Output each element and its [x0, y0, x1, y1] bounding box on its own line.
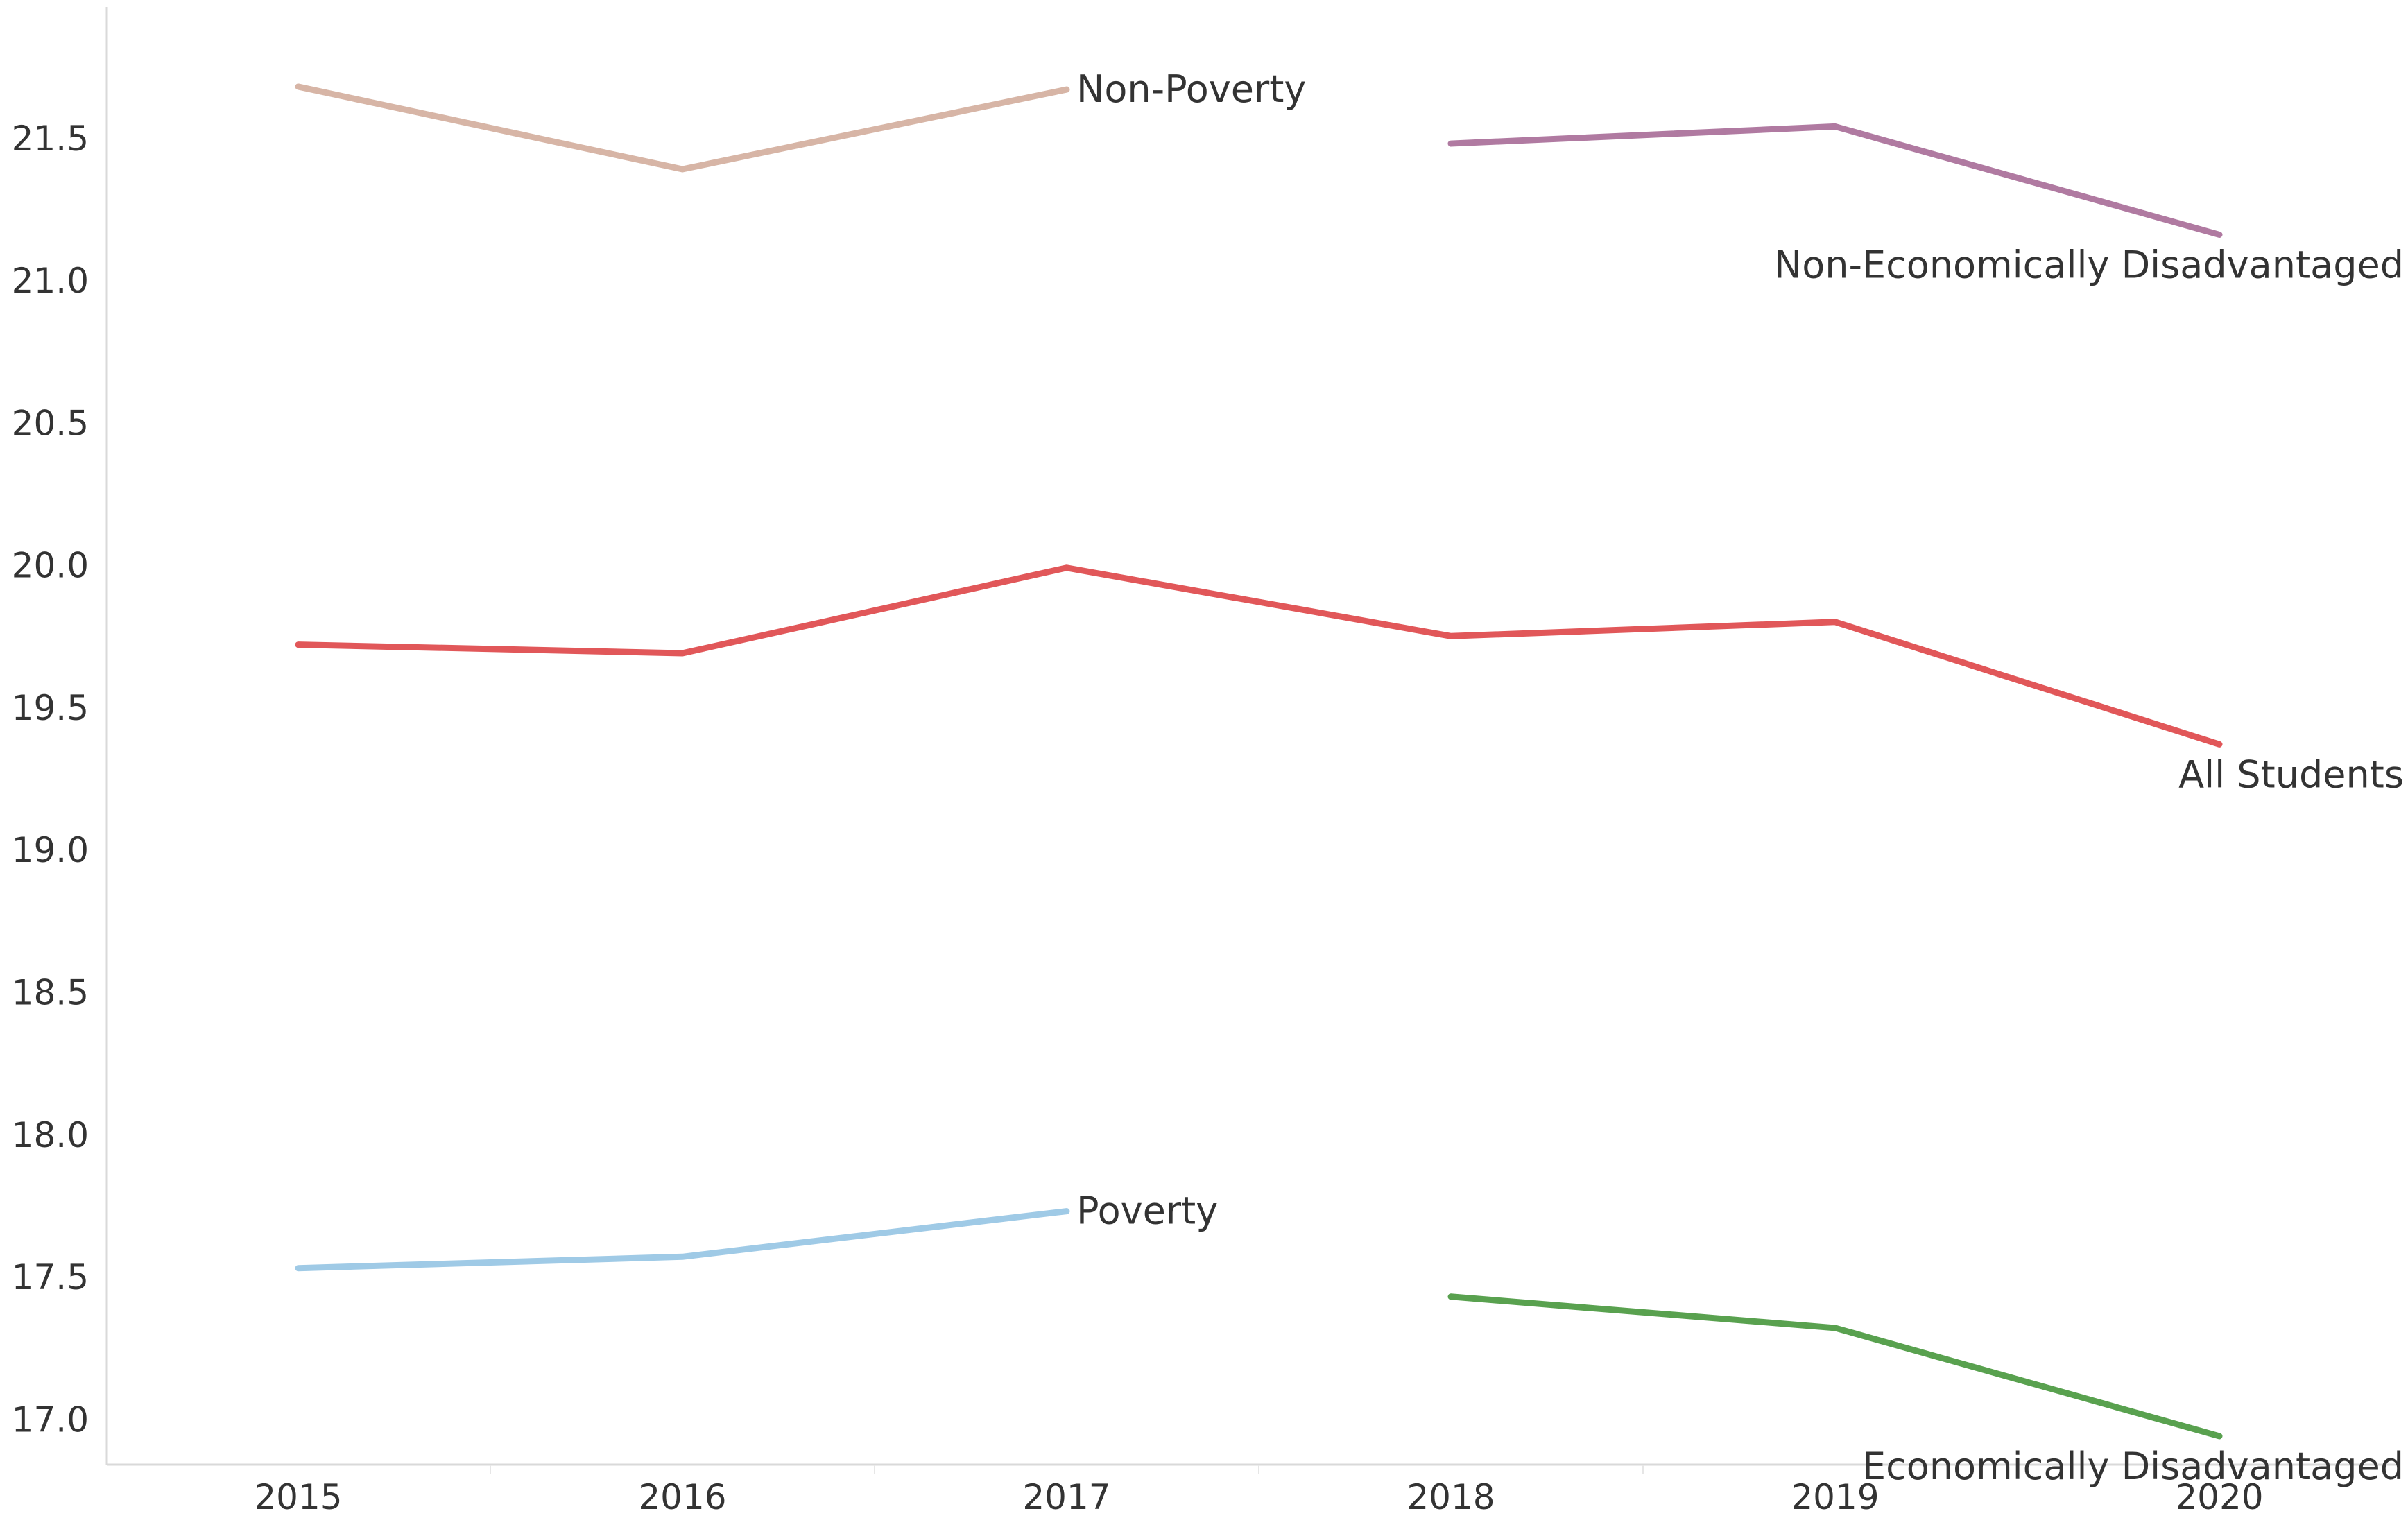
- series-label-non-economically-disadvantaged: Non-Economically Disadvantaged: [1774, 243, 2404, 286]
- series-labels: Non-Poverty Non-Economically Disadvantage…: [1076, 67, 2404, 1488]
- axes: [105, 7, 2400, 1466]
- series-lines: [295, 83, 2223, 1440]
- y-tick-label: 20.0: [12, 546, 89, 586]
- y-tick-label: 17.0: [12, 1399, 89, 1440]
- x-tick-label: 2020: [2175, 1477, 2263, 1517]
- x-tick-labels: 2015 2016 2017 2018 2019 2020: [254, 1465, 2264, 1517]
- y-tick-label: 19.5: [12, 688, 89, 728]
- series-line-non-economically-disadvantaged: [1447, 123, 2223, 238]
- series-label-poverty: Poverty: [1076, 1189, 1218, 1233]
- x-tick-label: 2016: [638, 1477, 726, 1517]
- y-tick-label: 21.5: [12, 119, 89, 159]
- series-label-economically-disadvantaged: Economically Disadvantaged: [1862, 1444, 2404, 1488]
- x-tick-label: 2019: [1791, 1477, 1879, 1517]
- y-tick-label: 19.0: [12, 830, 89, 870]
- x-tick-label: 2015: [254, 1477, 342, 1517]
- series-line-poverty: [295, 1208, 1070, 1272]
- series-line-all-students: [295, 564, 2223, 748]
- x-tick-label: 2018: [1407, 1477, 1495, 1517]
- y-tick-label: 18.0: [12, 1115, 89, 1155]
- y-tick-label: 18.5: [12, 972, 89, 1012]
- series-label-all-students: All Students: [2178, 752, 2404, 796]
- series-label-non-poverty: Non-Poverty: [1076, 67, 1306, 111]
- y-tick-label: 20.5: [12, 403, 89, 443]
- y-tick-label: 21.0: [12, 261, 89, 301]
- x-tick-label: 2017: [1022, 1477, 1110, 1517]
- y-tick-labels: 17.0 17.5 18.0 18.5 19.0 19.5 20.0 20.5 21.0 21.5: [12, 119, 89, 1440]
- series-line-non-poverty: [295, 83, 1070, 173]
- y-tick-label: 17.5: [12, 1257, 89, 1297]
- series-line-economically-disadvantaged: [1447, 1293, 2223, 1440]
